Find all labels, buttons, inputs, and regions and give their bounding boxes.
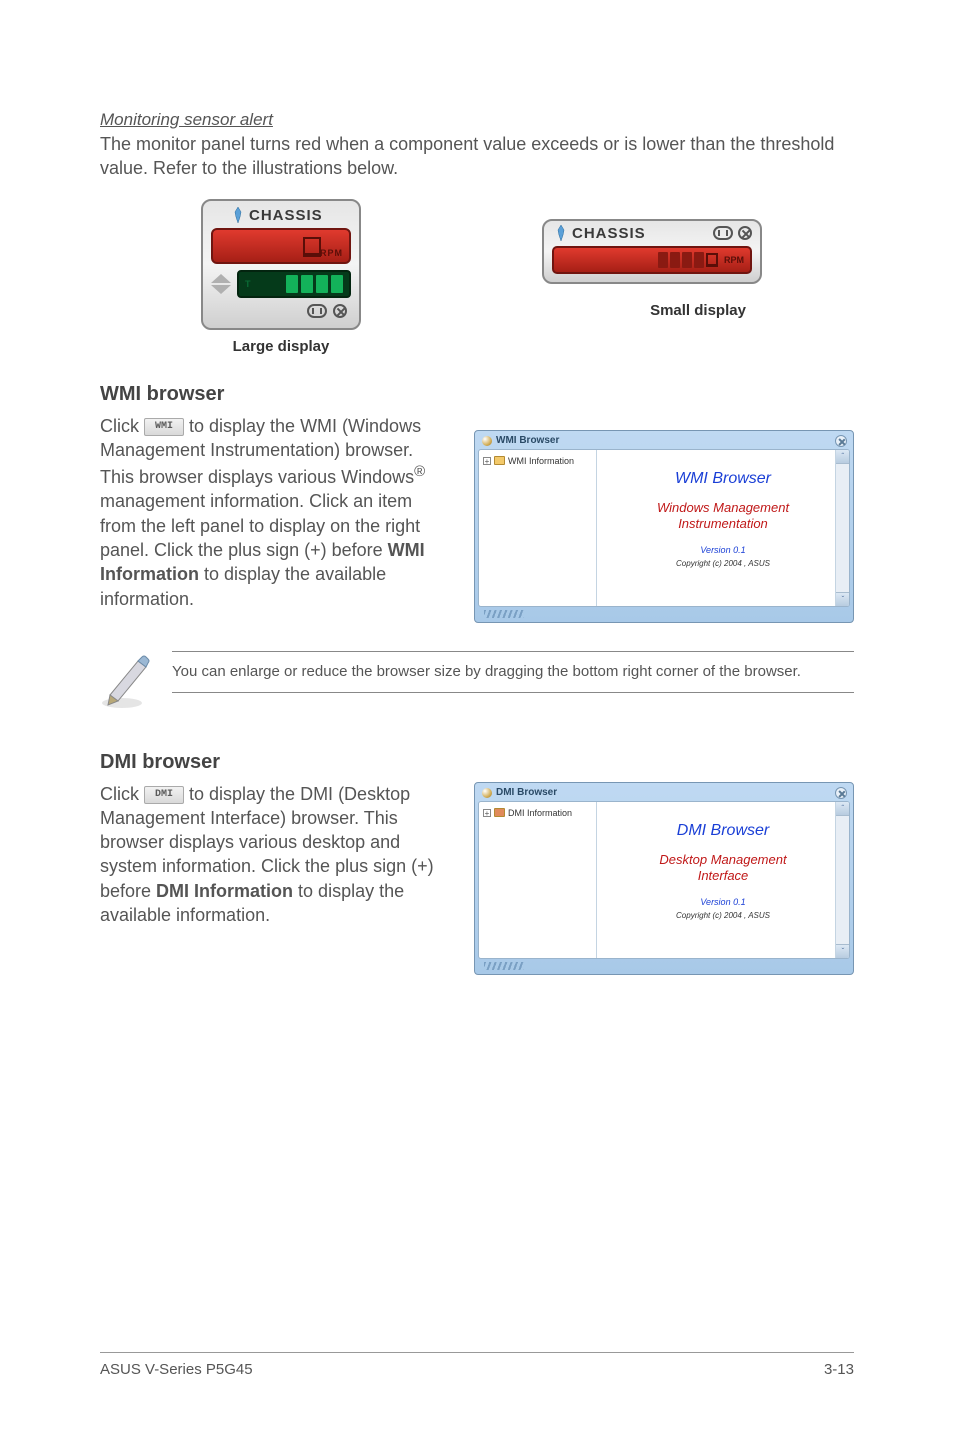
note-text: You can enlarge or reduce the browser si… — [172, 651, 854, 693]
dmi-browser-window: DMI Browser + DMI Information DMI Browse… — [474, 782, 854, 975]
folder-icon — [494, 808, 505, 817]
large-display-caption: Large display — [233, 338, 330, 355]
led-display-red-large — [211, 228, 351, 264]
resize-grip-icon[interactable] — [484, 962, 524, 970]
wmi-panel-sub1: Windows Management — [657, 500, 789, 515]
resize-grip-icon[interactable] — [484, 610, 524, 618]
monitoring-body: The monitor panel turns red when a compo… — [100, 132, 854, 181]
wmi-panel-title: WMI Browser — [597, 470, 849, 488]
wmi-section-title: WMI browser — [100, 383, 854, 406]
monitoring-heading: Monitoring sensor alert — [100, 110, 854, 130]
wmi-window-title: WMI Browser — [478, 434, 850, 449]
dmi-panel-sub1: Desktop Management — [659, 852, 786, 867]
dmi-tree-pane[interactable]: + DMI Information — [479, 802, 597, 958]
scrollbar[interactable]: ˆ ˇ — [835, 802, 849, 958]
scroll-up-icon[interactable]: ˆ — [836, 802, 849, 816]
close-icon[interactable] — [835, 435, 847, 447]
scrollbar[interactable]: ˆ ˇ — [835, 450, 849, 606]
dmi-button[interactable]: DMI — [144, 786, 184, 804]
wmi-button[interactable]: WMI — [144, 418, 184, 436]
mode-icon[interactable] — [307, 304, 327, 318]
scroll-down-icon[interactable]: ˇ — [836, 592, 849, 606]
wmi-tree-root[interactable]: WMI Information — [508, 456, 574, 466]
dmi-body-text: Click DMI to display the DMI (Desktop Ma… — [100, 782, 444, 975]
tree-expand-icon[interactable]: + — [483, 457, 491, 465]
dmi-tree-root[interactable]: DMI Information — [508, 808, 572, 818]
dmi-panel-sub2: Interface — [698, 868, 749, 883]
wmi-content-pane: WMI Browser Windows Management Instrumen… — [597, 450, 849, 606]
pin-icon — [554, 227, 568, 241]
footer-right: 3-13 — [824, 1361, 854, 1378]
dmi-window-title: DMI Browser — [478, 786, 850, 801]
dmi-version: Version 0.1 — [597, 897, 849, 907]
pin-icon — [231, 209, 245, 223]
folder-icon — [494, 456, 505, 465]
close-icon[interactable] — [738, 226, 752, 240]
wmi-panel-sub2: Instrumentation — [678, 516, 768, 531]
tree-expand-icon[interactable]: + — [483, 809, 491, 817]
small-display-caption: Small display — [542, 302, 854, 319]
chassis-label-large: CHASSIS — [249, 207, 323, 224]
wmi-tree-pane[interactable]: + WMI Information — [479, 450, 597, 606]
pencil-icon — [100, 651, 152, 711]
chassis-label-small: CHASSIS — [572, 225, 646, 242]
dmi-copyright: Copyright (c) 2004 , ASUS — [597, 911, 849, 920]
close-icon[interactable] — [835, 787, 847, 799]
up-down-arrows[interactable] — [211, 274, 231, 294]
footer-left: ASUS V-Series P5G45 — [100, 1361, 253, 1378]
wmi-browser-window: WMI Browser + WMI Information WMI Browse… — [474, 430, 854, 623]
led-display-green — [237, 270, 351, 298]
page-footer: ASUS V-Series P5G45 3-13 — [100, 1352, 854, 1378]
wmi-copyright: Copyright (c) 2004 , ASUS — [597, 559, 849, 568]
dmi-content-pane: DMI Browser Desktop Management Interface… — [597, 802, 849, 958]
dmi-panel-title: DMI Browser — [597, 822, 849, 840]
mode-icon[interactable] — [713, 226, 733, 240]
chassis-gauge-small: CHASSIS — [542, 219, 762, 284]
wmi-body-text: Click WMI to display the WMI (Windows Ma… — [100, 414, 444, 623]
close-icon[interactable] — [333, 304, 347, 318]
scroll-down-icon[interactable]: ˇ — [836, 944, 849, 958]
dmi-section-title: DMI browser — [100, 751, 854, 774]
wmi-version: Version 0.1 — [597, 545, 849, 555]
led-display-red-small — [552, 246, 752, 274]
scroll-up-icon[interactable]: ˆ — [836, 450, 849, 464]
chassis-gauge-large: CHASSIS — [201, 199, 361, 330]
